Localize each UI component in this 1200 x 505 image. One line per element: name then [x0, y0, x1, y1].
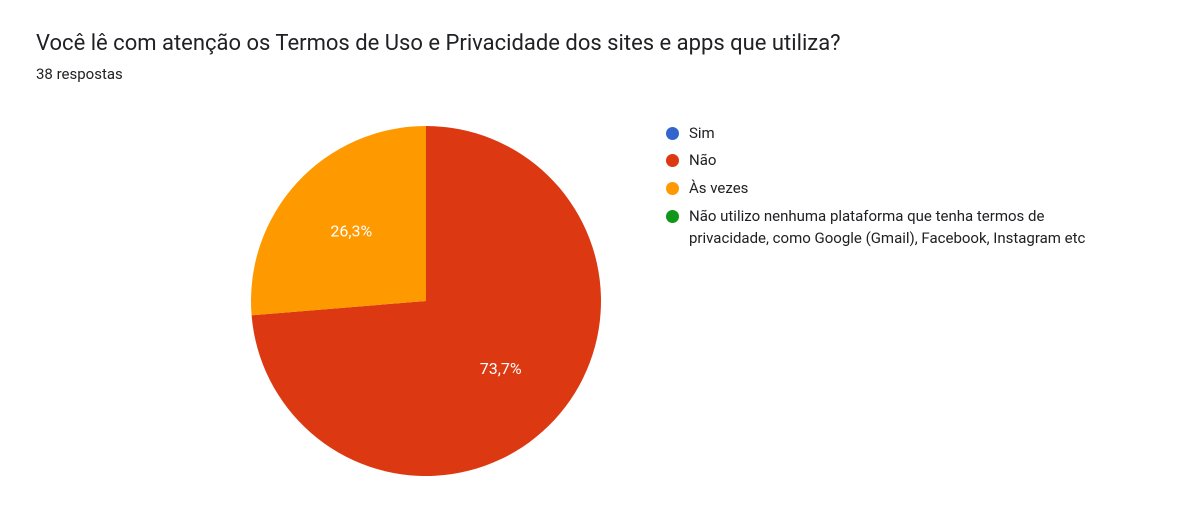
chart-row: 73,7% 26,3% Sim Não Às vezes Não utilizo nen…: [36, 103, 1164, 483]
legend-swatch: [666, 182, 679, 195]
legend-label: Não: [689, 150, 1106, 172]
legend-swatch: [666, 154, 679, 167]
legend-item[interactable]: Sim: [666, 123, 1106, 145]
legend-swatch: [666, 127, 679, 140]
pie-slice-label: 26,3%: [330, 221, 372, 240]
legend-item[interactable]: Às vezes: [666, 178, 1106, 200]
pie-slice-label: 73,7%: [480, 359, 522, 378]
legend-item[interactable]: Não: [666, 150, 1106, 172]
legend-label: Sim: [689, 123, 1106, 145]
pie-svg: 73,7% 26,3%: [36, 103, 666, 483]
pie-chart: 73,7% 26,3%: [36, 103, 666, 483]
legend: Sim Não Às vezes Não utilizo nenhuma plataf…: [666, 103, 1106, 256]
legend-swatch: [666, 210, 679, 223]
chart-title: Você lê com atenção os Termos de Uso e P…: [36, 30, 1164, 59]
chart-subtitle: 38 respostas: [36, 65, 1164, 83]
chart-container: Você lê com atenção os Termos de Uso e P…: [0, 0, 1200, 505]
legend-item[interactable]: Não utilizo nenhuma plataforma que tenha…: [666, 206, 1106, 250]
legend-label: Não utilizo nenhuma plataforma que tenha…: [689, 206, 1106, 250]
legend-label: Às vezes: [689, 178, 1106, 200]
